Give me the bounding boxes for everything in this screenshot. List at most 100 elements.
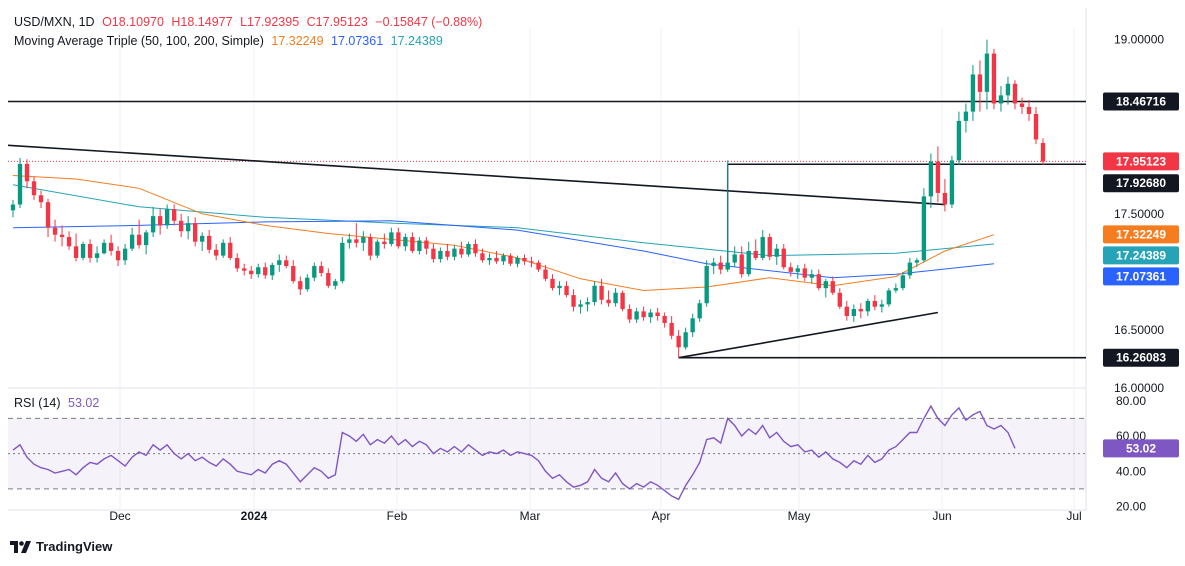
candle[interactable] xyxy=(185,216,191,240)
candle[interactable] xyxy=(312,262,317,282)
candle[interactable] xyxy=(193,217,198,247)
candle[interactable] xyxy=(115,246,121,267)
candle[interactable] xyxy=(767,233,772,261)
candle[interactable] xyxy=(508,253,513,267)
candle[interactable] xyxy=(970,65,976,121)
candle[interactable] xyxy=(802,263,807,282)
candle[interactable] xyxy=(221,239,226,258)
candle[interactable] xyxy=(164,204,170,229)
rsi-title[interactable]: RSI (14) xyxy=(14,396,61,410)
candle[interactable] xyxy=(662,312,667,328)
candle[interactable] xyxy=(935,146,941,203)
candle[interactable] xyxy=(830,276,835,296)
candle[interactable] xyxy=(1012,80,1018,110)
candle[interactable] xyxy=(753,239,758,261)
candle[interactable] xyxy=(101,239,107,255)
candle[interactable] xyxy=(256,263,261,278)
tradingview-logo[interactable]: TradingView xyxy=(10,539,112,554)
candle[interactable] xyxy=(781,244,786,270)
candle[interactable] xyxy=(627,304,632,323)
price-tag-level[interactable]: 18.46716 xyxy=(1103,92,1179,111)
candle[interactable] xyxy=(865,298,871,316)
candle[interactable] xyxy=(641,306,646,321)
candle[interactable] xyxy=(326,268,331,289)
candle[interactable] xyxy=(368,233,373,261)
candle[interactable] xyxy=(956,111,962,166)
candle[interactable] xyxy=(746,241,751,277)
candle[interactable] xyxy=(655,307,660,321)
candle[interactable] xyxy=(669,316,674,340)
candle[interactable] xyxy=(59,225,65,247)
candle[interactable] xyxy=(844,300,849,321)
candle[interactable] xyxy=(963,103,969,133)
candle[interactable] xyxy=(340,237,345,284)
candle[interactable] xyxy=(634,307,639,323)
candle[interactable] xyxy=(494,250,499,264)
candle[interactable] xyxy=(80,241,86,261)
candle[interactable] xyxy=(403,233,408,251)
candle[interactable] xyxy=(108,234,114,256)
candle[interactable] xyxy=(214,244,219,261)
candle[interactable] xyxy=(942,178,948,212)
candle[interactable] xyxy=(564,281,569,298)
candle[interactable] xyxy=(375,239,380,258)
price-tag-level[interactable]: 16.26083 xyxy=(1103,348,1179,367)
candle[interactable] xyxy=(522,254,527,265)
candle[interactable] xyxy=(515,255,520,268)
candle[interactable] xyxy=(291,260,296,284)
candle[interactable] xyxy=(171,204,177,226)
candle[interactable] xyxy=(683,327,688,350)
candle[interactable] xyxy=(760,230,765,261)
candle[interactable] xyxy=(879,299,885,313)
candle[interactable] xyxy=(445,244,450,261)
candle[interactable] xyxy=(452,245,457,261)
candle[interactable] xyxy=(305,274,310,292)
candle[interactable] xyxy=(704,260,709,307)
candle[interactable] xyxy=(858,303,863,319)
candle[interactable] xyxy=(438,247,443,263)
candle[interactable] xyxy=(277,254,282,272)
candle[interactable] xyxy=(24,159,30,189)
candles[interactable] xyxy=(10,39,1046,358)
candle[interactable] xyxy=(94,246,100,263)
candle[interactable] xyxy=(788,262,793,277)
candle[interactable] xyxy=(872,295,878,311)
price-tag-ma50[interactable]: 17.32249 xyxy=(1103,225,1179,244)
candle[interactable] xyxy=(347,233,352,249)
candle[interactable] xyxy=(473,239,478,257)
candle[interactable] xyxy=(389,227,394,247)
candle[interactable] xyxy=(690,313,695,337)
candle[interactable] xyxy=(466,241,471,257)
candle[interactable] xyxy=(382,233,387,249)
candle[interactable] xyxy=(10,199,16,218)
candle[interactable] xyxy=(697,299,702,322)
candle[interactable] xyxy=(984,39,990,110)
candle[interactable] xyxy=(487,253,492,265)
candle[interactable] xyxy=(1040,138,1046,166)
candle[interactable] xyxy=(949,155,955,208)
candle[interactable] xyxy=(620,290,625,312)
candle[interactable] xyxy=(571,289,576,312)
candle[interactable] xyxy=(319,261,324,277)
candle[interactable] xyxy=(550,274,555,291)
candle[interactable] xyxy=(732,246,737,268)
candle[interactable] xyxy=(991,48,997,110)
price-tag-level[interactable]: 17.92680 xyxy=(1103,174,1179,193)
candle[interactable] xyxy=(361,231,366,251)
rsi-tag[interactable]: 53.02 xyxy=(1103,439,1179,458)
candle[interactable] xyxy=(599,278,604,305)
ma-title[interactable]: Moving Average Triple (50, 100, 200, Sim… xyxy=(14,34,264,48)
candle[interactable] xyxy=(235,253,240,272)
candle[interactable] xyxy=(1033,106,1039,145)
candle[interactable] xyxy=(501,253,506,265)
candle[interactable] xyxy=(977,60,983,112)
candle[interactable] xyxy=(249,266,254,279)
price-tag-ma100[interactable]: 17.07361 xyxy=(1103,267,1179,286)
candle[interactable] xyxy=(725,160,730,272)
candle[interactable] xyxy=(606,290,611,307)
candle[interactable] xyxy=(417,237,422,255)
candle[interactable] xyxy=(424,237,429,255)
candle[interactable] xyxy=(284,255,289,269)
candle[interactable] xyxy=(480,248,485,263)
candle[interactable] xyxy=(711,257,716,275)
